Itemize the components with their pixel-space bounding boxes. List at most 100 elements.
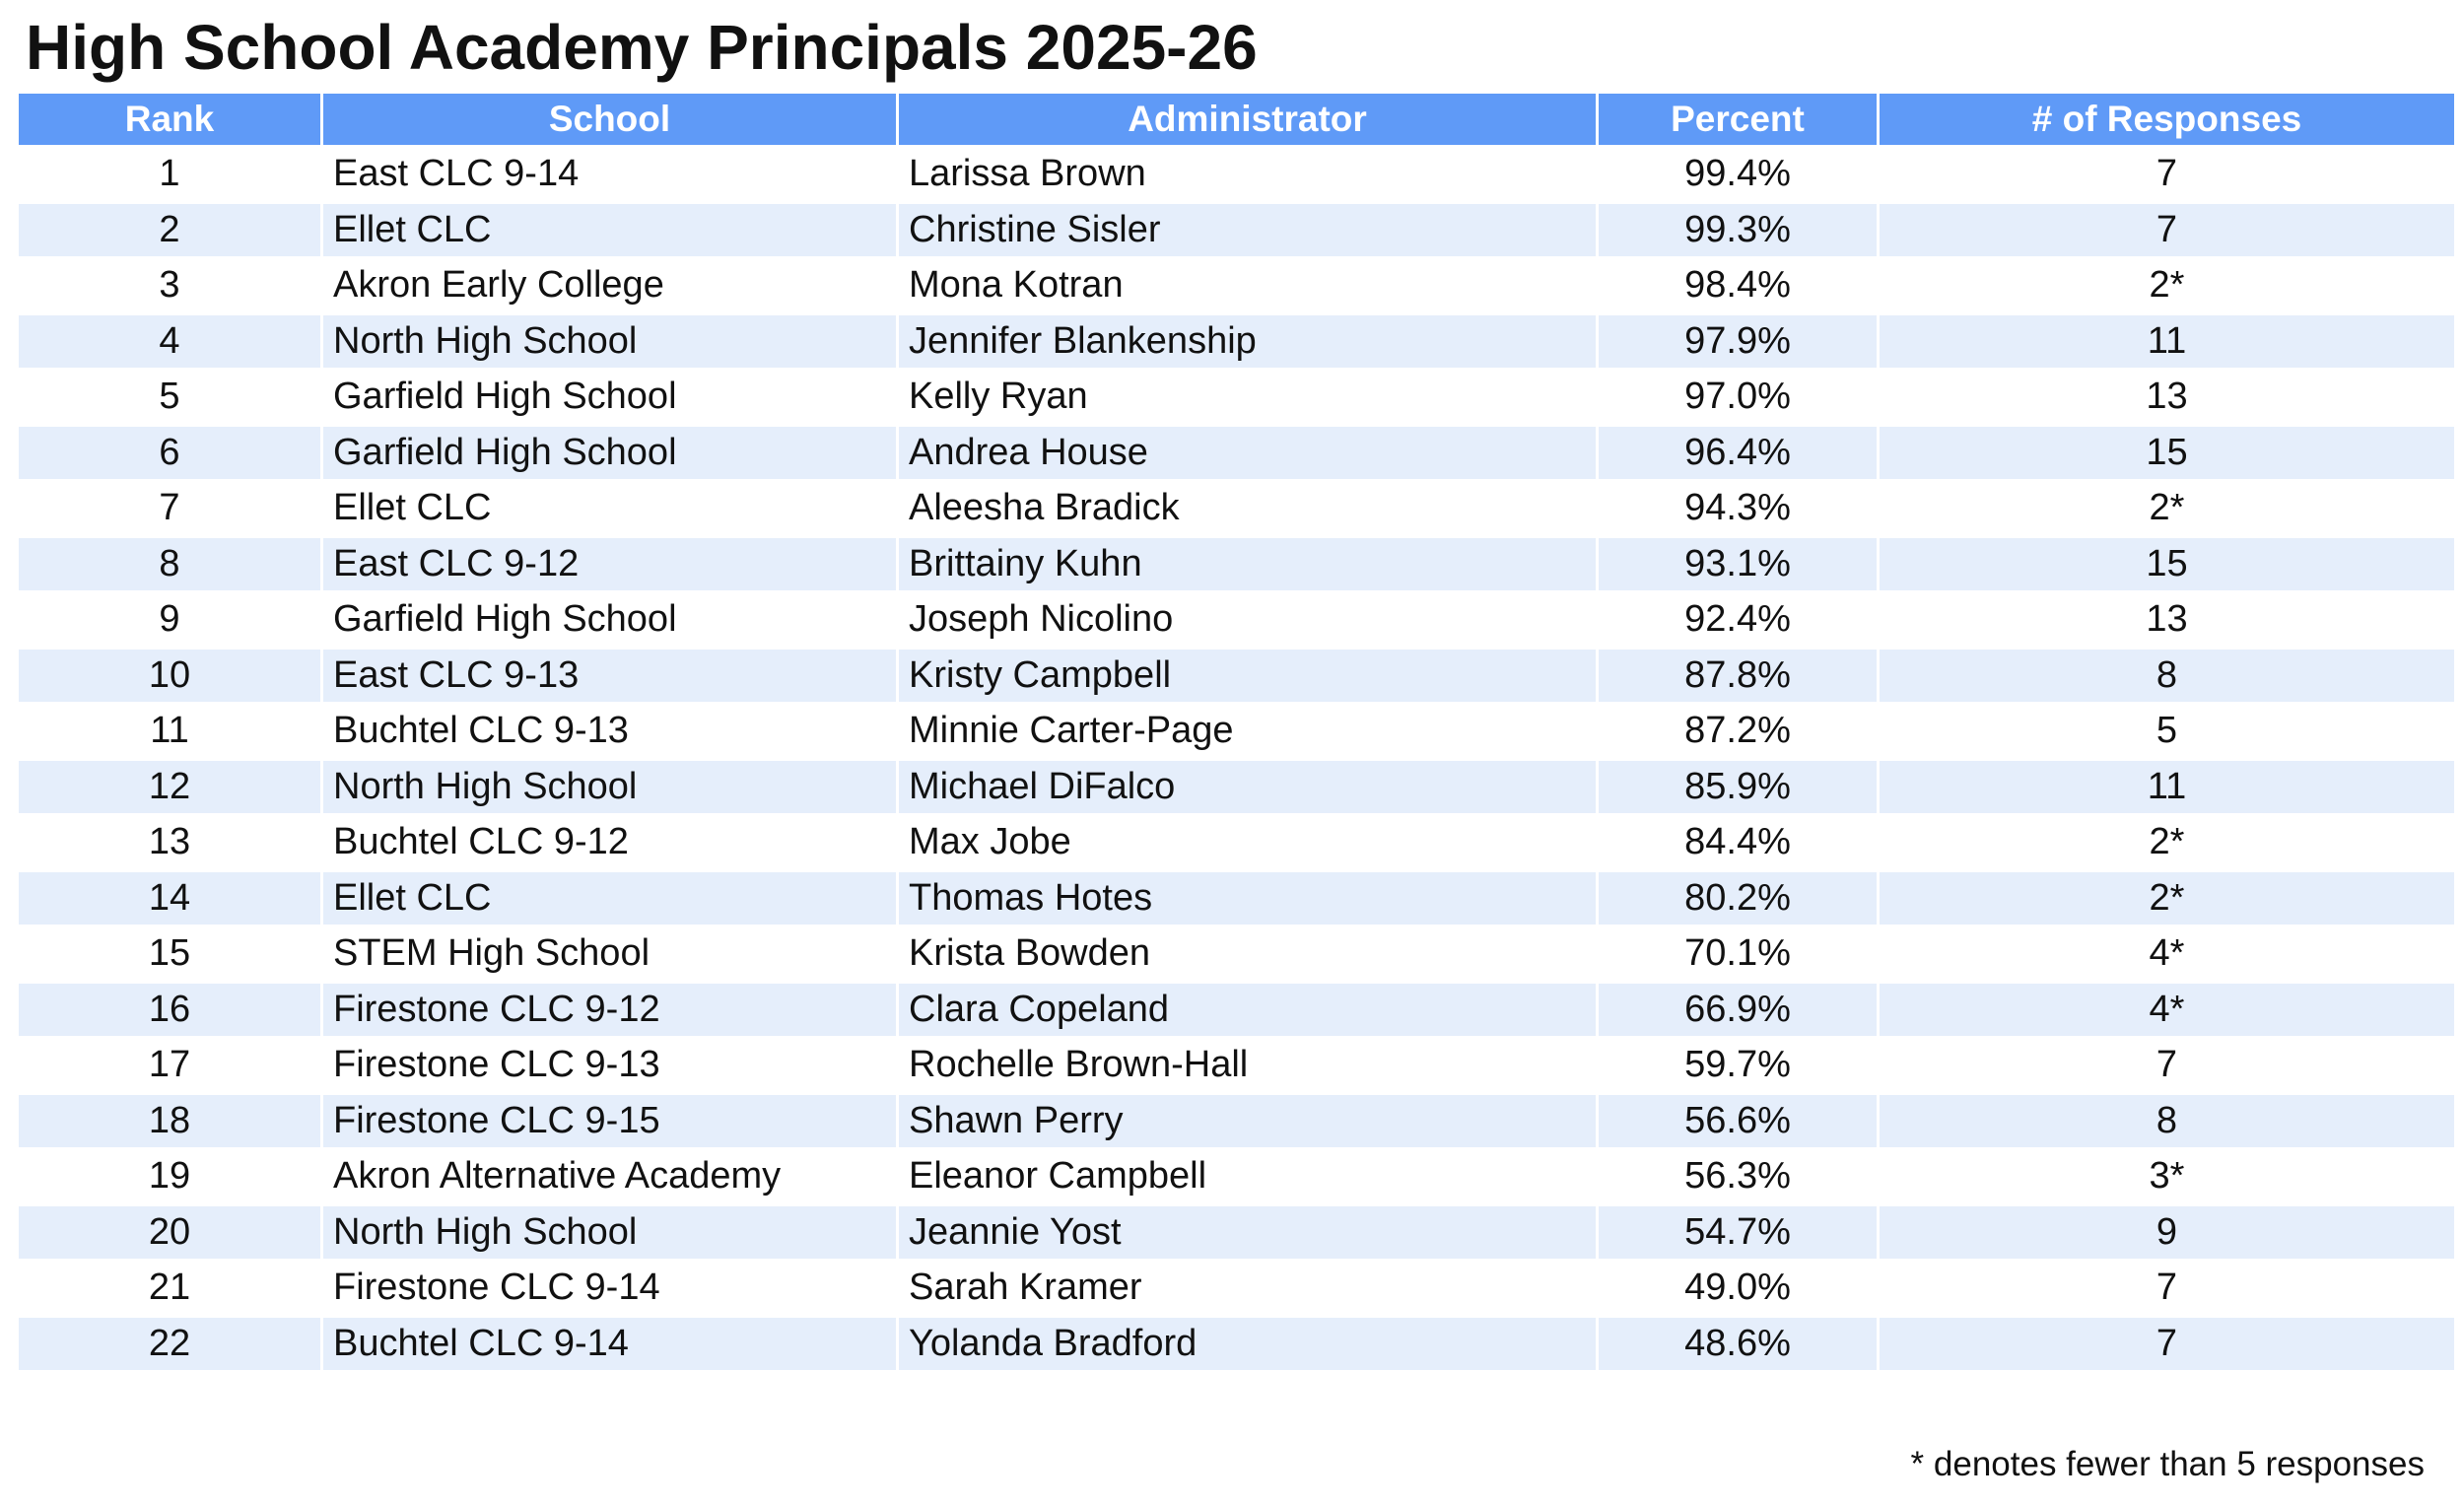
table-row: 21 Firestone CLC 9-14 Sarah Kramer 49.0% 7: [16, 1259, 2457, 1318]
table-cell: 7: [1877, 1259, 2457, 1318]
table-cell: 4: [16, 311, 323, 371]
table-cell: 10: [16, 646, 323, 705]
table-cell: 21: [16, 1259, 323, 1318]
table-cell: 12: [16, 757, 323, 816]
table-cell: 84.4%: [1596, 813, 1880, 872]
table-cell: Firestone CLC 9-15: [320, 1091, 899, 1150]
table-cell: 11: [16, 702, 323, 761]
table-cell: 59.7%: [1596, 1036, 1880, 1095]
table-cell: 13: [1877, 590, 2457, 650]
table-cell: 7: [1877, 1314, 2457, 1373]
table-cell: Buchtel CLC 9-12: [320, 813, 899, 872]
table-cell: 54.7%: [1596, 1202, 1880, 1262]
table-cell: Kelly Ryan: [896, 368, 1599, 427]
table-cell: North High School: [320, 311, 899, 371]
table-cell: 13: [1877, 368, 2457, 427]
table-row: 14 Ellet CLC Thomas Hotes 80.2% 2*: [16, 868, 2457, 927]
table-cell: 9: [16, 590, 323, 650]
table-cell: 1: [16, 145, 323, 204]
table-row: 16 Firestone CLC 9-12 Clara Copeland 66.9% 4…: [16, 980, 2457, 1039]
header-cell: Administrator: [896, 91, 1599, 148]
table-cell: 13: [16, 813, 323, 872]
table-cell: Michael DiFalco: [896, 757, 1599, 816]
header-cell: Percent: [1596, 91, 1880, 148]
table-row: 11 Buchtel CLC 9-13 Minnie Carter-Page 87.2…: [16, 702, 2457, 761]
table-cell: 49.0%: [1596, 1259, 1880, 1318]
footnote: * denotes fewer than 5 responses: [1910, 1445, 2425, 1483]
table-cell: 85.9%: [1596, 757, 1880, 816]
table-cell: 5: [1877, 702, 2457, 761]
table-cell: Jennifer Blankenship: [896, 311, 1599, 371]
table-cell: 3: [16, 256, 323, 315]
table-row: 8 East CLC 9-12 Brittainy Kuhn 93.1% 15: [16, 534, 2457, 593]
table-cell: Joseph Nicolino: [896, 590, 1599, 650]
table-cell: 99.4%: [1596, 145, 1880, 204]
table-cell: Jeannie Yost: [896, 1202, 1599, 1262]
table-cell: Rochelle Brown-Hall: [896, 1036, 1599, 1095]
table-cell: 2*: [1877, 813, 2457, 872]
table-cell: Andrea House: [896, 423, 1599, 482]
table-cell: 70.1%: [1596, 925, 1880, 984]
table-cell: Aleesha Bradick: [896, 479, 1599, 538]
table-cell: Buchtel CLC 9-13: [320, 702, 899, 761]
table-cell: 9: [1877, 1202, 2457, 1262]
table-cell: 15: [16, 925, 323, 984]
title: High School Academy Principals 2025-26: [26, 12, 1258, 83]
table-row: 22 Buchtel CLC 9-14 Yolanda Bradford 48.6% 7: [16, 1314, 2457, 1373]
header-cell: School: [320, 91, 899, 148]
table-cell: East CLC 9-14: [320, 145, 899, 204]
table-cell: 4*: [1877, 925, 2457, 984]
table-cell: 11: [1877, 757, 2457, 816]
table-cell: 8: [1877, 646, 2457, 705]
table-cell: 56.3%: [1596, 1147, 1880, 1206]
table-cell: Ellet CLC: [320, 200, 899, 259]
table-cell: 98.4%: [1596, 256, 1880, 315]
table-row: 2 Ellet CLC Christine Sisler 99.3% 7: [16, 200, 2457, 259]
table-cell: Garfield High School: [320, 423, 899, 482]
table-cell: 66.9%: [1596, 980, 1880, 1039]
ranking-table: Rank School Administrator Percent # of Respo…: [16, 91, 2457, 1373]
table-cell: Minnie Carter-Page: [896, 702, 1599, 761]
table-cell: Kristy Campbell: [896, 646, 1599, 705]
table-cell: 2: [16, 200, 323, 259]
table-cell: 97.0%: [1596, 368, 1880, 427]
table-cell: North High School: [320, 757, 899, 816]
table-cell: East CLC 9-12: [320, 534, 899, 593]
table-cell: 11: [1877, 311, 2457, 371]
header-cell: # of Responses: [1877, 91, 2457, 148]
table-cell: 8: [16, 534, 323, 593]
table-row: 12 North High School Michael DiFalco 85.9% 1…: [16, 757, 2457, 816]
table-cell: Ellet CLC: [320, 868, 899, 927]
table-cell: 5: [16, 368, 323, 427]
table-cell: Garfield High School: [320, 590, 899, 650]
table-row: 6 Garfield High School Andrea House 96.4% 15: [16, 423, 2457, 482]
table-cell: Firestone CLC 9-12: [320, 980, 899, 1039]
table-cell: Clara Copeland: [896, 980, 1599, 1039]
table-row: 15 STEM High School Krista Bowden 70.1% 4*: [16, 925, 2457, 984]
table-row: 19 Akron Alternative Academy Eleanor Campb…: [16, 1147, 2457, 1206]
table-cell: 7: [1877, 200, 2457, 259]
table-cell: Yolanda Bradford: [896, 1314, 1599, 1373]
table-row: 4 North High School Jennifer Blankenship 97…: [16, 311, 2457, 371]
table-cell: 3*: [1877, 1147, 2457, 1206]
table-row: 7 Ellet CLC Aleesha Bradick 94.3% 2*: [16, 479, 2457, 538]
table-row: 20 North High School Jeannie Yost 54.7% 9: [16, 1202, 2457, 1262]
table-cell: 16: [16, 980, 323, 1039]
table-cell: Brittainy Kuhn: [896, 534, 1599, 593]
table-cell: Mona Kotran: [896, 256, 1599, 315]
table-cell: 7: [1877, 1036, 2457, 1095]
table-row: 5 Garfield High School Kelly Ryan 97.0% 13: [16, 368, 2457, 427]
table-cell: Thomas Hotes: [896, 868, 1599, 927]
table-cell: Eleanor Campbell: [896, 1147, 1599, 1206]
table-cell: 2*: [1877, 479, 2457, 538]
table-cell: 15: [1877, 534, 2457, 593]
table-cell: 2*: [1877, 256, 2457, 315]
table-cell: 18: [16, 1091, 323, 1150]
table-cell: 56.6%: [1596, 1091, 1880, 1150]
table-cell: 96.4%: [1596, 423, 1880, 482]
table-cell: North High School: [320, 1202, 899, 1262]
table-cell: 7: [1877, 145, 2457, 204]
table-cell: 4*: [1877, 980, 2457, 1039]
table-cell: 92.4%: [1596, 590, 1880, 650]
table-cell: 17: [16, 1036, 323, 1095]
